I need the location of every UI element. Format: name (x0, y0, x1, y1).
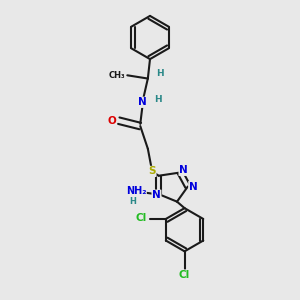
Text: O: O (108, 116, 117, 126)
Text: H: H (129, 197, 136, 206)
Text: N: N (189, 182, 198, 191)
Text: NH₂: NH₂ (126, 186, 146, 196)
Text: N: N (152, 190, 161, 200)
Text: H: H (154, 94, 161, 103)
Text: Cl: Cl (135, 213, 147, 223)
Text: S: S (148, 167, 156, 176)
Text: N: N (138, 97, 147, 107)
Text: CH₃: CH₃ (109, 71, 125, 80)
Text: N: N (179, 165, 188, 175)
Text: H: H (156, 69, 164, 78)
Text: Cl: Cl (179, 270, 190, 280)
